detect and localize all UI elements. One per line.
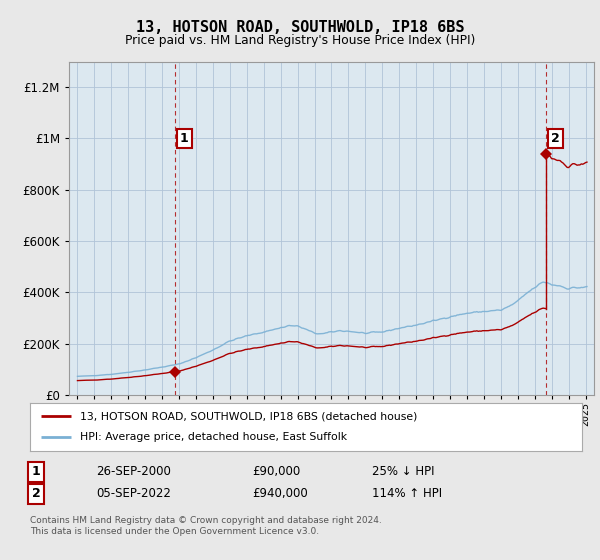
Text: 1: 1 [180, 132, 188, 145]
Text: 05-SEP-2022: 05-SEP-2022 [96, 487, 171, 501]
Text: £940,000: £940,000 [252, 487, 308, 501]
Text: 114% ↑ HPI: 114% ↑ HPI [372, 487, 442, 501]
Text: Price paid vs. HM Land Registry's House Price Index (HPI): Price paid vs. HM Land Registry's House … [125, 34, 475, 46]
Text: HPI: Average price, detached house, East Suffolk: HPI: Average price, detached house, East… [80, 432, 347, 442]
Text: 2: 2 [551, 132, 560, 145]
Text: 13, HOTSON ROAD, SOUTHWOLD, IP18 6BS: 13, HOTSON ROAD, SOUTHWOLD, IP18 6BS [136, 20, 464, 35]
Text: 1: 1 [32, 465, 40, 478]
Text: £90,000: £90,000 [252, 465, 300, 478]
Text: 26-SEP-2000: 26-SEP-2000 [96, 465, 171, 478]
Text: 13, HOTSON ROAD, SOUTHWOLD, IP18 6BS (detached house): 13, HOTSON ROAD, SOUTHWOLD, IP18 6BS (de… [80, 411, 417, 421]
Text: 25% ↓ HPI: 25% ↓ HPI [372, 465, 434, 478]
Text: 2: 2 [32, 487, 40, 501]
Text: Contains HM Land Registry data © Crown copyright and database right 2024.
This d: Contains HM Land Registry data © Crown c… [30, 516, 382, 536]
